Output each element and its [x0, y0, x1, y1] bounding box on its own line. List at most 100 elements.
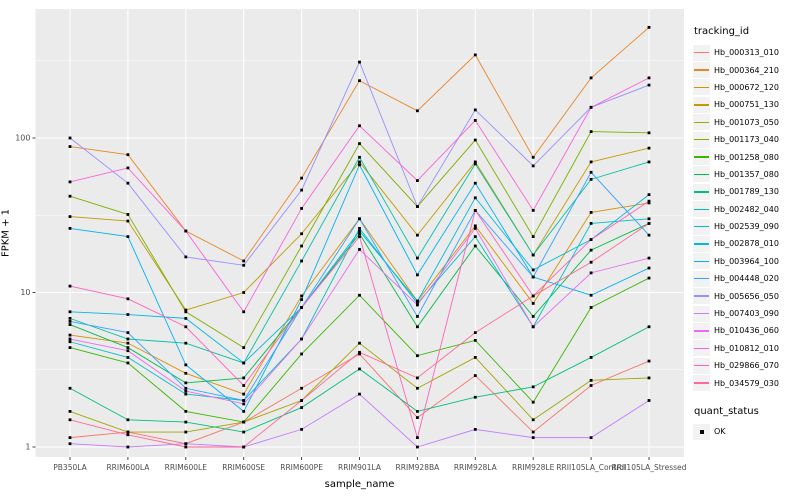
data-point	[358, 352, 361, 356]
legend-item: Hb_029866_070	[693, 357, 799, 374]
series-line-key-icon	[693, 288, 710, 305]
data-point	[242, 376, 246, 380]
series-line-key-icon	[693, 305, 710, 322]
data-point	[531, 294, 535, 298]
data-point	[416, 179, 419, 182]
legend-item: Hb_003964_100	[693, 253, 799, 270]
data-point	[473, 235, 477, 239]
data-point	[358, 160, 361, 164]
data-point	[68, 284, 72, 288]
data-point	[126, 361, 130, 365]
data-point	[589, 436, 593, 440]
data-point	[242, 310, 246, 314]
data-point	[589, 170, 593, 174]
data-point	[68, 323, 72, 326]
x-tick-label: PB350LA	[53, 463, 87, 472]
data-point	[358, 341, 361, 345]
data-point	[531, 315, 535, 318]
data-point	[184, 442, 188, 446]
legend-item: Hb_000751_130	[693, 96, 799, 113]
data-point	[242, 420, 246, 424]
legend-item-label: Hb_002878_010	[714, 239, 779, 249]
x-tick-label: RRIM928LA	[454, 463, 498, 472]
data-point	[647, 266, 651, 270]
data-point	[531, 235, 535, 239]
data-point	[589, 238, 593, 241]
legend-item-ok: OK	[693, 423, 799, 440]
legend-item-label: OK	[714, 427, 726, 436]
data-point	[358, 350, 361, 354]
data-point	[68, 316, 72, 320]
data-point	[589, 248, 593, 252]
legend-item-label: Hb_000672_120	[714, 82, 779, 92]
legend-item: Hb_002878_010	[693, 235, 799, 252]
legend-item-label: Hb_000364_210	[714, 65, 779, 75]
data-point	[473, 118, 477, 122]
data-point	[647, 76, 651, 80]
series-line-key-icon	[693, 201, 710, 218]
data-point	[647, 193, 651, 197]
x-tick-label: RRIM600SE	[222, 463, 265, 472]
data-point	[126, 297, 130, 301]
data-point	[242, 430, 246, 434]
data-point	[647, 325, 651, 329]
data-point	[358, 124, 361, 128]
x-tick-label: RRIM600LA	[106, 463, 150, 472]
data-point	[647, 222, 651, 225]
series-line-key-icon	[693, 340, 710, 357]
x-axis-title: sample_name	[324, 479, 395, 490]
legend-item: Hb_002539_090	[693, 218, 799, 235]
data-point	[589, 76, 593, 80]
data-point	[647, 217, 651, 221]
data-point	[184, 445, 188, 449]
data-point	[647, 160, 651, 164]
data-point	[589, 293, 593, 297]
y-tick-label: 1	[25, 443, 30, 452]
data-point	[647, 256, 651, 260]
x-tick-label: RRIM600LE	[165, 463, 208, 472]
data-point	[184, 325, 188, 329]
data-point	[531, 385, 535, 389]
legend-item-label: Hb_002482_040	[714, 204, 779, 214]
x-tick-label: RRIM901LA	[338, 463, 382, 472]
data-point	[126, 418, 130, 422]
data-point	[242, 445, 246, 449]
data-point	[242, 263, 246, 267]
data-point	[589, 384, 593, 387]
legend-item-label: Hb_001789_130	[714, 187, 779, 197]
legend-item: Hb_005656_050	[693, 287, 799, 305]
legend-item: Hb_000672_120	[693, 79, 799, 96]
data-point	[647, 146, 651, 150]
data-point	[589, 378, 593, 382]
data-point	[300, 188, 303, 192]
data-point	[416, 376, 419, 380]
legend-title-quant-status: quant_status	[694, 405, 759, 417]
data-point	[184, 341, 188, 345]
data-point	[473, 208, 477, 212]
data-point	[300, 294, 303, 298]
data-point	[242, 409, 246, 413]
data-point	[473, 181, 477, 185]
data-point	[531, 275, 535, 279]
data-point	[300, 386, 303, 390]
data-point	[358, 293, 361, 297]
data-point	[184, 308, 188, 312]
data-point	[242, 402, 246, 406]
data-point	[242, 384, 246, 387]
data-point	[68, 333, 72, 337]
data-point	[126, 430, 130, 434]
data-point	[126, 235, 130, 239]
data-point	[589, 271, 593, 275]
data-point	[358, 367, 361, 371]
legend-item: Hb_002482_040	[693, 201, 799, 218]
ok-square-icon	[693, 423, 710, 440]
series-line-key-icon	[693, 218, 710, 235]
series-line-key-icon	[693, 375, 710, 392]
legend-item: Hb_001258_080	[693, 148, 799, 166]
legend-item-label: Hb_004448_020	[714, 274, 779, 284]
data-point	[473, 427, 477, 431]
data-point	[126, 153, 130, 157]
data-point	[184, 310, 188, 314]
data-point	[473, 356, 477, 359]
data-point	[358, 248, 361, 251]
